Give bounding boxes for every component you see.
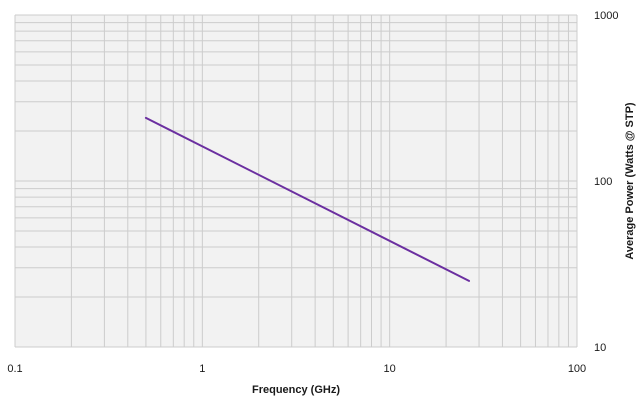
- series-group: [144, 116, 470, 282]
- x-tick-label: 10: [384, 363, 396, 375]
- y-tick-label: 10: [594, 342, 606, 354]
- gridlines: [14, 14, 578, 348]
- x-axis-title: Frequency (GHz): [252, 384, 340, 396]
- y-tick-labels: 10 100 1000: [594, 10, 618, 354]
- y-tick-label: 100: [594, 176, 612, 188]
- x-tick-label: 1: [199, 363, 205, 375]
- y-axis-title: Average Power (Watts @ STP): [624, 102, 636, 260]
- series-line: [144, 116, 470, 282]
- x-tick-label: 100: [568, 363, 586, 375]
- x-tick-labels: 0.1 1 10 100: [7, 363, 586, 375]
- x-tick-label: 0.1: [7, 363, 22, 375]
- y-tick-label: 1000: [594, 10, 618, 22]
